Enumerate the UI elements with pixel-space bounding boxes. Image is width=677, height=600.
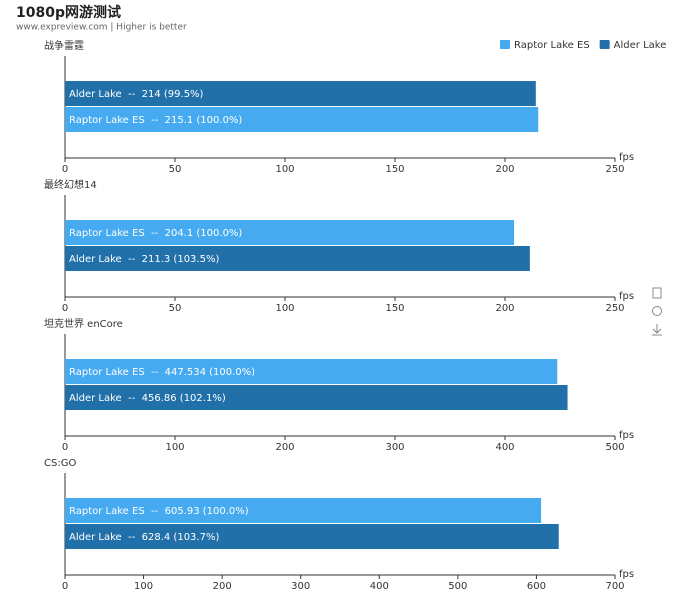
chart-title: 战争雷霆 [44, 39, 84, 52]
page-title: 1080p网游测试 [16, 4, 121, 21]
x-tick-label: 400 [495, 442, 514, 453]
x-tick-label: 0 [62, 303, 68, 314]
bar-label: Raptor Lake ES -- 605.93 (100.0%) [69, 506, 249, 517]
save-icon[interactable] [652, 324, 662, 336]
x-tick-label: 250 [605, 303, 624, 314]
x-tick-label: 200 [213, 581, 232, 592]
x-tick-label: 600 [527, 581, 546, 592]
x-tick-label: 300 [385, 442, 404, 453]
bar [65, 220, 515, 245]
x-tick-label: 200 [495, 164, 514, 175]
bar-label: Raptor Lake ES -- 447.534 (100.0%) [69, 367, 255, 378]
x-axis-name: fps [619, 152, 634, 163]
legend-label: Raptor Lake ES [514, 40, 590, 51]
x-tick-label: 500 [448, 581, 467, 592]
x-tick-label: 200 [495, 303, 514, 314]
bar-label: Alder Lake -- 628.4 (103.7%) [69, 532, 219, 543]
chart-title: CS:GO [44, 458, 76, 469]
restore-icon[interactable] [652, 306, 662, 316]
data-view-icon[interactable] [652, 287, 662, 299]
x-axis-name: fps [619, 430, 634, 441]
x-tick-label: 400 [370, 581, 389, 592]
bar [65, 385, 568, 410]
bar-label: Raptor Lake ES -- 204.1 (100.0%) [69, 228, 242, 239]
bar [65, 498, 542, 523]
x-tick-label: 100 [134, 581, 153, 592]
chart-title: 最终幻想14 [44, 178, 97, 191]
legend-swatch [599, 40, 610, 49]
x-tick-label: 200 [275, 442, 294, 453]
x-tick-label: 100 [275, 164, 294, 175]
x-tick-label: 100 [275, 303, 294, 314]
bar [65, 246, 530, 271]
x-tick-label: 700 [605, 581, 624, 592]
x-tick-label: 500 [605, 442, 624, 453]
page-subtitle: www.expreview.com | Higher is better [16, 23, 187, 33]
x-tick-label: 100 [165, 442, 184, 453]
x-tick-label: 150 [385, 164, 404, 175]
x-tick-label: 0 [62, 164, 68, 175]
x-tick-label: 0 [62, 442, 68, 453]
bar-label: Alder Lake -- 456.86 (102.1%) [69, 393, 226, 404]
bar [65, 107, 539, 132]
legend-label: Alder Lake [614, 40, 667, 51]
bar [65, 524, 559, 549]
toolbox[interactable] [652, 287, 662, 336]
x-axis-name: fps [619, 569, 634, 580]
x-tick-label: 150 [385, 303, 404, 314]
bar [65, 81, 536, 106]
bar [65, 359, 558, 384]
bar-label: Raptor Lake ES -- 215.1 (100.0%) [69, 115, 242, 126]
x-tick-label: 250 [605, 164, 624, 175]
chart-title: 坦克世界 enCore [44, 317, 123, 330]
x-tick-label: 50 [169, 164, 182, 175]
bar-label: Alder Lake -- 214 (99.5%) [69, 89, 204, 100]
x-tick-label: 0 [62, 581, 68, 592]
x-tick-label: 50 [169, 303, 182, 314]
bar-label: Alder Lake -- 211.3 (103.5%) [69, 254, 219, 265]
x-axis-name: fps [619, 291, 634, 302]
x-tick-label: 300 [291, 581, 310, 592]
legend-swatch [500, 40, 510, 49]
